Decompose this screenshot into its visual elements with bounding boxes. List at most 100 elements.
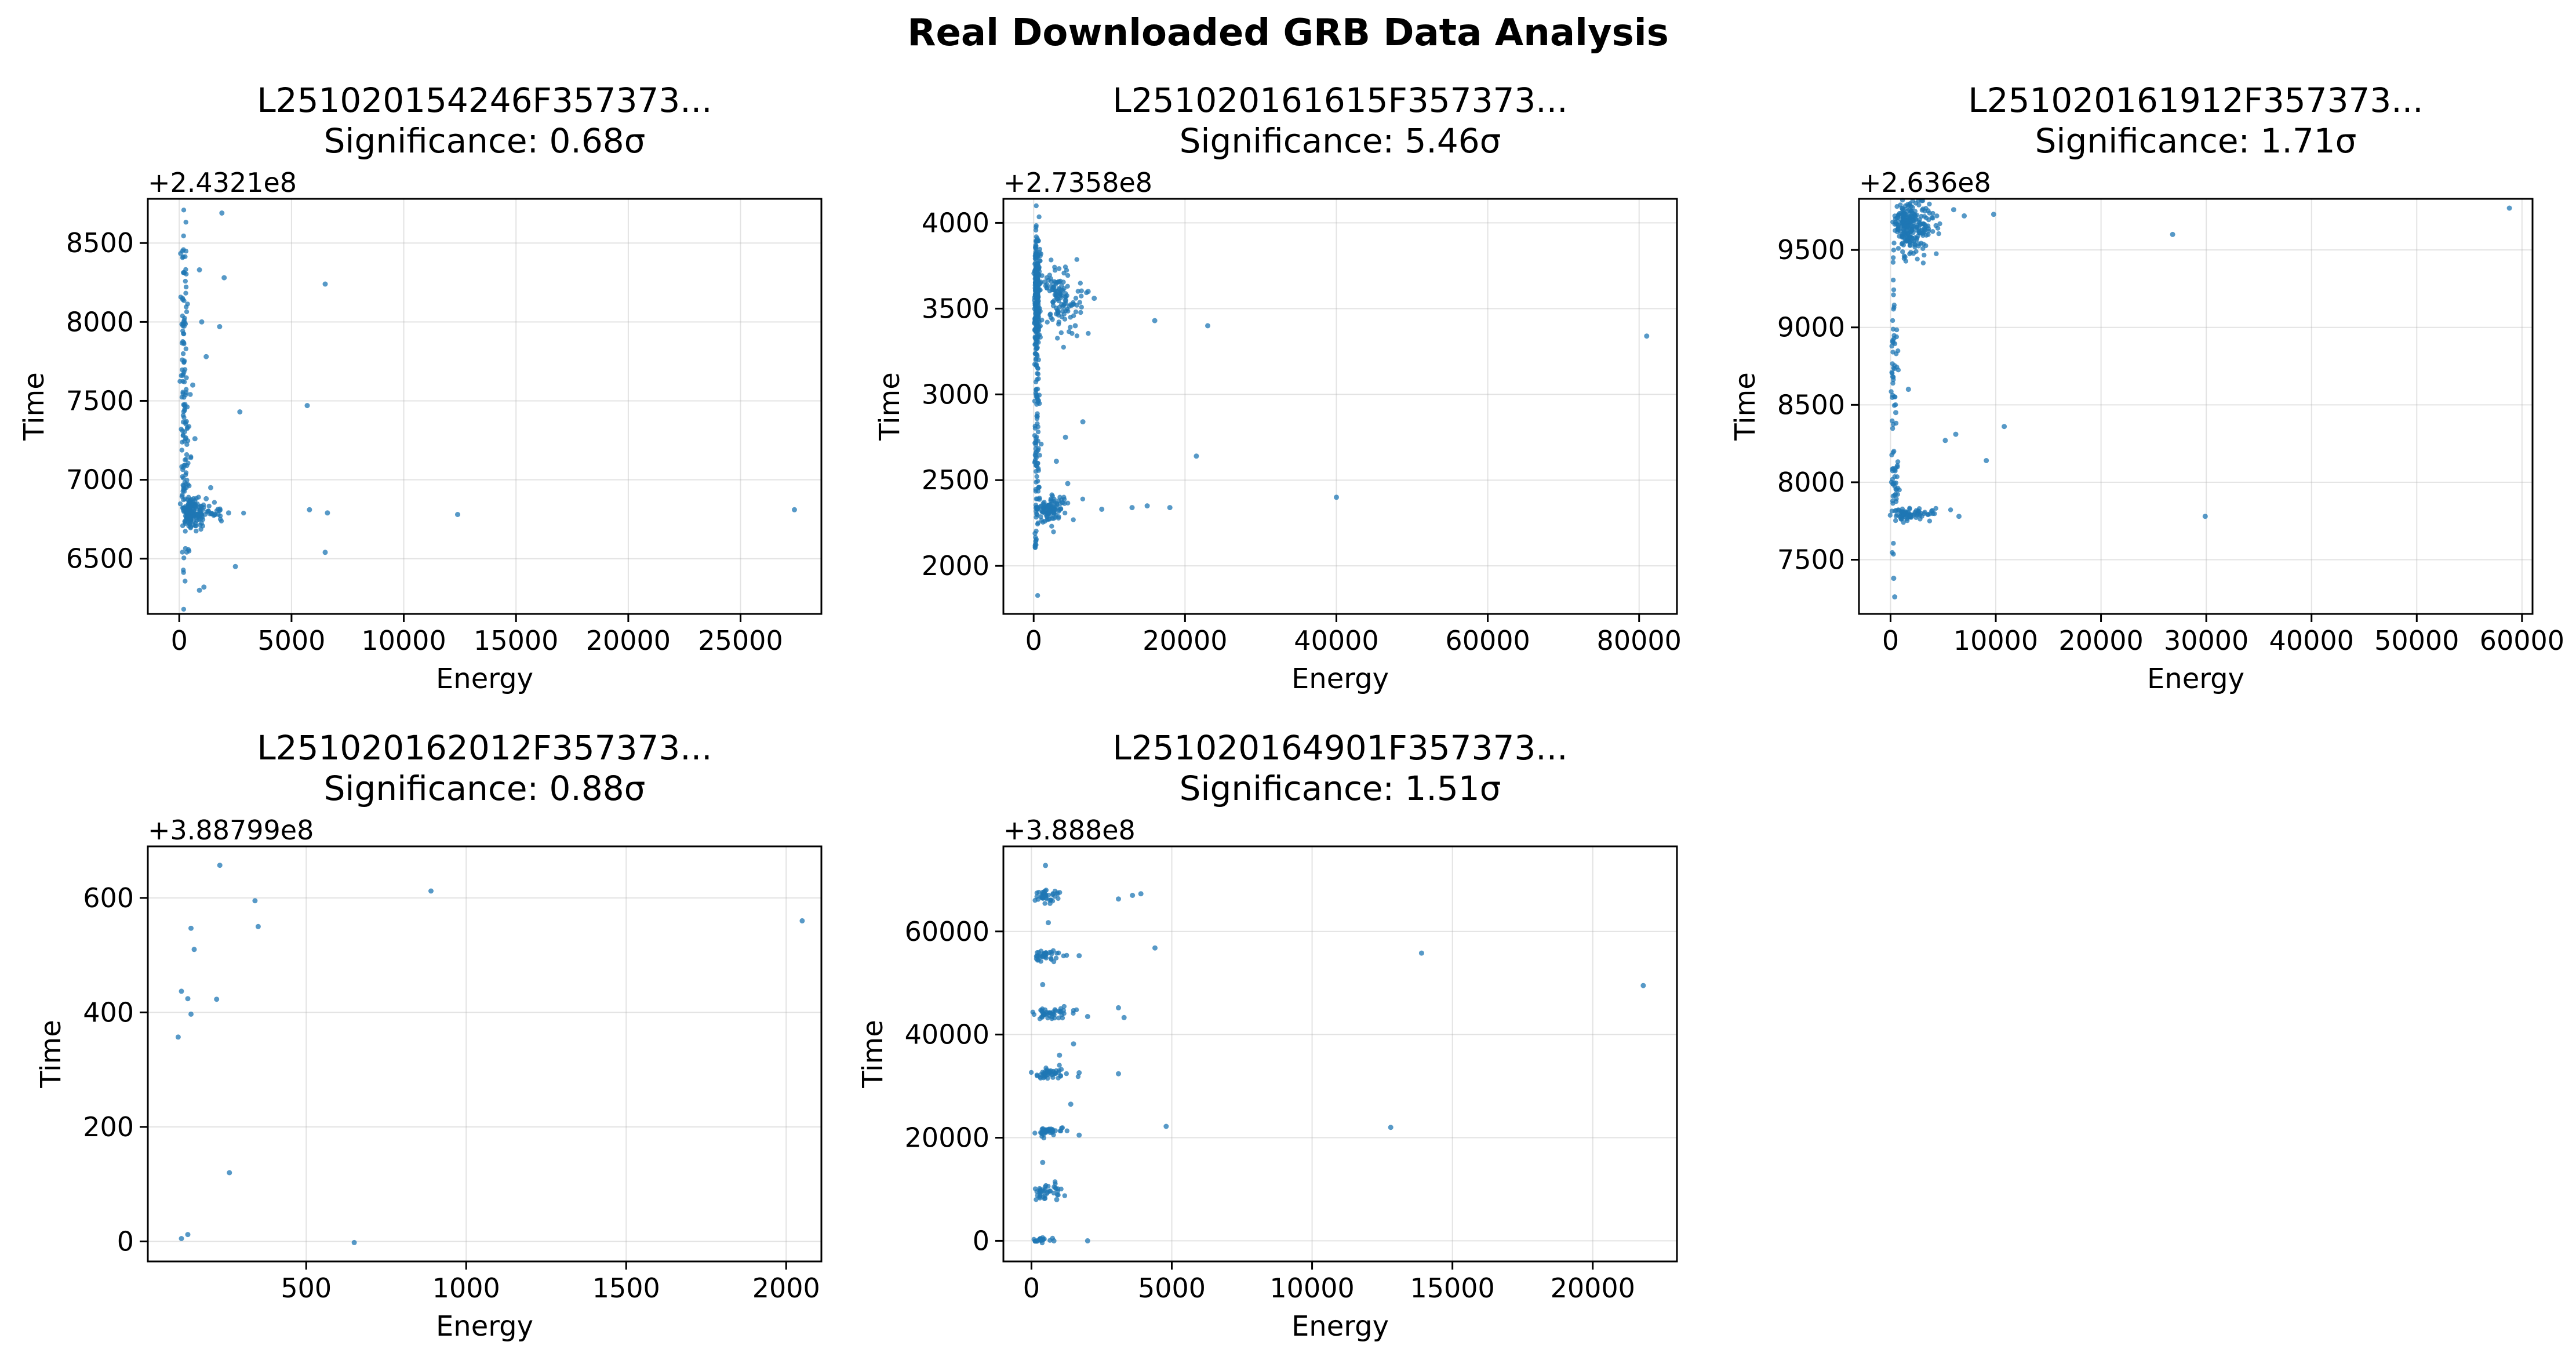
data-point [1058, 507, 1064, 512]
y-offset-text: +2.7358e8 [1003, 167, 1152, 198]
data-point [1046, 1184, 1051, 1189]
data-point [1040, 1159, 1046, 1165]
data-point [1035, 592, 1040, 598]
data-point [1934, 213, 1940, 219]
y-axis-label: Time [857, 1020, 889, 1088]
panel-title: L251020164901F357373... [1112, 728, 1567, 768]
data-point [1918, 517, 1923, 522]
data-point [1080, 496, 1086, 501]
x-tick-label: 10000 [1269, 1272, 1354, 1304]
data-point [1064, 268, 1069, 273]
data-point [180, 467, 185, 472]
y-tick-label: 9000 [1777, 312, 1845, 343]
data-point [1892, 467, 1897, 472]
data-point [1037, 496, 1042, 501]
data-point [1890, 318, 1895, 323]
data-point [1052, 1179, 1058, 1184]
data-point [217, 513, 223, 519]
data-point [1032, 545, 1038, 550]
data-point [180, 379, 185, 384]
data-point [1040, 1189, 1046, 1194]
data-point [181, 208, 187, 213]
data-point [1894, 204, 1900, 209]
y-axis-label: Time [874, 372, 906, 441]
data-point [1891, 255, 1896, 260]
data-point [1901, 519, 1906, 525]
data-point [1927, 201, 1932, 207]
data-point [1893, 420, 1899, 426]
data-point [1913, 249, 1919, 254]
data-point [1116, 896, 1121, 902]
data-point [1167, 505, 1173, 511]
data-point [179, 1236, 184, 1241]
data-point [1031, 1012, 1037, 1017]
data-point [175, 1034, 181, 1040]
data-point [180, 550, 185, 555]
data-point [1055, 336, 1060, 341]
data-point [1956, 514, 1962, 519]
x-tick-label: 20000 [1551, 1272, 1635, 1304]
data-point [190, 382, 195, 388]
data-point [1049, 492, 1054, 497]
data-point [1048, 1068, 1053, 1074]
data-point [1927, 210, 1932, 216]
data-point [1901, 512, 1907, 517]
data-point [1052, 1071, 1057, 1076]
data-point [188, 1011, 194, 1017]
data-point [1037, 453, 1042, 458]
scatter-panel-2: L251020161615F357373...Significance: 5.4… [874, 81, 1682, 695]
data-point [1034, 890, 1040, 896]
data-point [1052, 1015, 1057, 1021]
data-point [1152, 945, 1158, 951]
data-point [1091, 296, 1097, 301]
data-point [1896, 212, 1901, 218]
data-point [1059, 1125, 1064, 1131]
data-point [1890, 418, 1895, 424]
x-tick-label: 40000 [2269, 625, 2354, 656]
data-point [1038, 948, 1044, 954]
data-point [1051, 1238, 1057, 1243]
data-point [1891, 449, 1897, 454]
data-point [208, 485, 213, 490]
data-point [1033, 440, 1039, 445]
data-point [184, 442, 190, 447]
data-point [1035, 386, 1040, 392]
data-point [1061, 1008, 1067, 1013]
data-point [1033, 256, 1039, 261]
data-point [1991, 212, 1996, 217]
data-point [184, 550, 190, 555]
data-point [196, 494, 201, 500]
data-point [1905, 223, 1910, 228]
data-point [1061, 344, 1067, 350]
data-point [1034, 538, 1039, 543]
y-tick-label: 600 [83, 882, 134, 914]
data-point [1061, 1003, 1067, 1009]
data-point [1927, 518, 1933, 523]
data-point [1951, 207, 1956, 213]
axes-frame [1858, 198, 2534, 615]
data-point [1893, 410, 1898, 416]
data-point [1063, 294, 1068, 300]
data-point [1032, 326, 1038, 332]
data-point [1163, 1123, 1169, 1129]
data-point [185, 1232, 191, 1238]
data-point [1036, 214, 1042, 220]
data-point [191, 947, 197, 952]
data-point [1062, 317, 1068, 322]
scatter-panel-4: L251020162012F357373...Significance: 0.8… [35, 728, 823, 1343]
data-point [1053, 515, 1058, 520]
x-tick-label: 5000 [257, 625, 325, 656]
data-point [1045, 1015, 1050, 1021]
panel-significance: Significance: 1.51σ [1180, 769, 1501, 808]
data-point [1063, 434, 1068, 440]
data-point [1044, 1067, 1050, 1072]
data-point [1902, 203, 1908, 209]
data-point [1033, 245, 1038, 250]
data-point [1035, 429, 1041, 435]
y-offset-text: +2.636e8 [1859, 167, 1991, 198]
data-point [1891, 307, 1896, 312]
data-point [197, 267, 202, 272]
data-point [1047, 517, 1052, 522]
data-point [1080, 419, 1086, 425]
data-point [1034, 894, 1039, 899]
